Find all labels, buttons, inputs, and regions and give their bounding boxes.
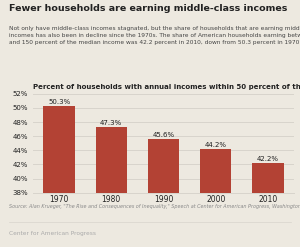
Text: Fewer households are earning middle-class incomes: Fewer households are earning middle-clas… (9, 4, 287, 13)
Text: 44.2%: 44.2% (205, 142, 227, 148)
Text: 50.3%: 50.3% (48, 99, 70, 105)
Text: Percent of households with annual incomes within 50 percent of the median: Percent of households with annual income… (33, 84, 300, 90)
Text: 42.2%: 42.2% (257, 156, 279, 162)
Text: Center for American Progress: Center for American Progress (9, 231, 96, 236)
Text: 45.6%: 45.6% (152, 132, 175, 138)
Bar (44, 106, 75, 247)
Text: 47.3%: 47.3% (100, 120, 122, 126)
Text: Source: Alan Krueger, "The Rise and Consequences of Inequality," Speech at Cente: Source: Alan Krueger, "The Rise and Cons… (9, 204, 300, 209)
Text: Not only have middle-class incomes stagnated, but the share of households that a: Not only have middle-class incomes stagn… (9, 26, 300, 45)
Bar (96, 127, 127, 247)
Bar (252, 163, 284, 247)
Bar (200, 149, 231, 247)
Bar (148, 139, 179, 247)
